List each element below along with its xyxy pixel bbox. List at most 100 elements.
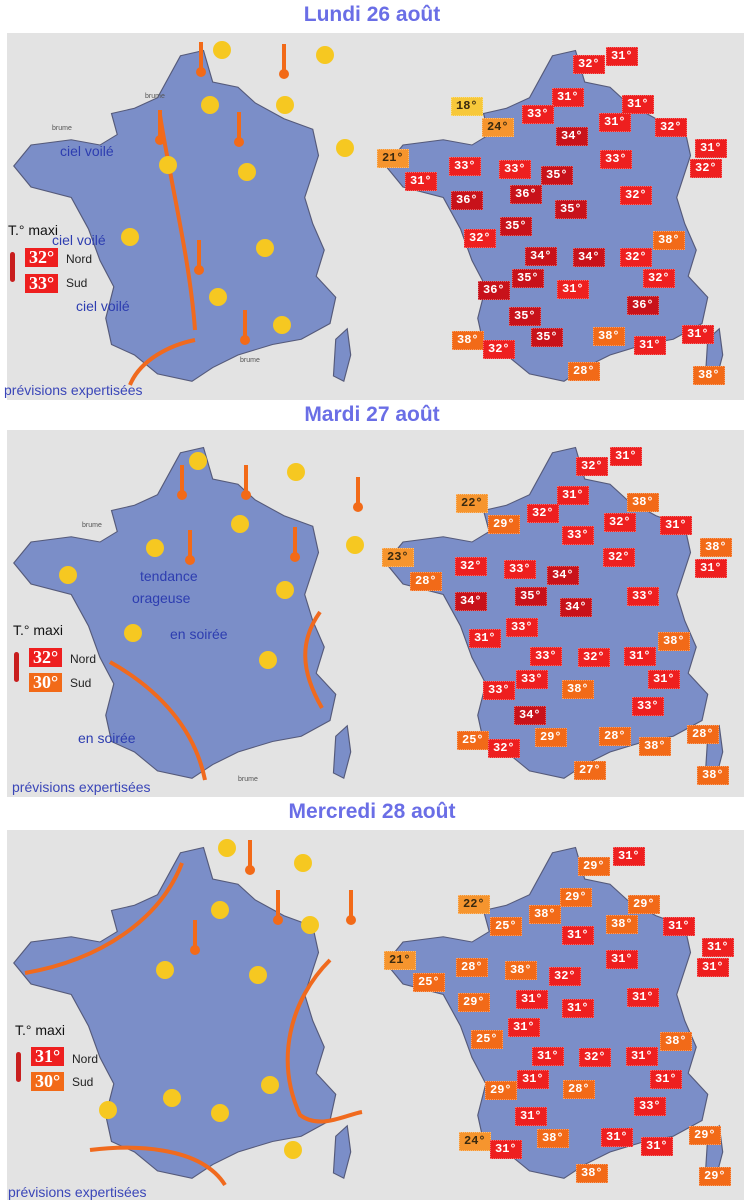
temperature-label: 27° [574, 761, 606, 780]
temperature-label: 31° [650, 1070, 682, 1089]
brume-label: brume [238, 776, 258, 783]
temperature-label: 33° [562, 526, 594, 545]
temperature-label: 31° [557, 486, 589, 505]
temperature-label: 31° [626, 1047, 658, 1066]
thermometer-icon [16, 1052, 21, 1082]
temperature-label: 24° [482, 118, 514, 137]
temperature-label: 31° [515, 1107, 547, 1126]
temperature-label: 32° [576, 457, 608, 476]
temperature-label: 29° [458, 993, 490, 1012]
temperature-label: 25° [471, 1030, 503, 1049]
temperature-label: 25° [490, 917, 522, 936]
temperature-label: 33° [499, 160, 531, 179]
temperature-label: 32° [643, 269, 675, 288]
temperature-label: 32° [573, 55, 605, 74]
legend-title-wednesday: T.° maxi [15, 1022, 65, 1038]
temperature-label: 32° [464, 229, 496, 248]
legend-north-value-tuesday: 32° [29, 648, 63, 667]
temperature-label: 38° [627, 493, 659, 512]
temperature-label: 31° [405, 172, 437, 191]
legend-south-label-tuesday: Sud [70, 676, 92, 690]
temperature-label: 32° [690, 159, 722, 178]
temperature-label: 38° [660, 1032, 692, 1051]
temperature-label: 33° [530, 647, 562, 666]
temperature-label: 31° [490, 1140, 522, 1159]
temperature-label: 33° [600, 150, 632, 169]
temperature-label: 33° [504, 560, 536, 579]
temperature-label: 31° [562, 926, 594, 945]
temperature-label: 38° [562, 680, 594, 699]
temperature-label: 31° [599, 113, 631, 132]
temperature-label: 23° [382, 548, 414, 567]
temperature-label: 35° [555, 200, 587, 219]
footer-previsions-wednesday: prévisions expertisées [8, 1184, 147, 1200]
temperature-label: 38° [576, 1164, 608, 1183]
temperature-label: 38° [653, 231, 685, 250]
legend-north-label-tuesday: Nord [70, 652, 97, 666]
temperature-label: 38° [639, 737, 671, 756]
temperature-label: 31° [624, 647, 656, 666]
temperature-label: 29° [488, 515, 520, 534]
legend-north-label-monday: Nord [66, 252, 93, 266]
temperature-label: 38° [537, 1129, 569, 1148]
temperature-label: 34° [556, 127, 588, 146]
temperature-label: 31° [552, 88, 584, 107]
temperature-label: 29° [578, 857, 610, 876]
temperature-label: 32° [620, 248, 652, 267]
temperature-label: 29° [560, 888, 592, 907]
temperature-label: 31° [627, 988, 659, 1007]
temperature-label: 31° [606, 47, 638, 66]
legend-north-label-wednesday: Nord [72, 1052, 99, 1066]
note-tendance: tendance [140, 568, 198, 584]
temperature-label: 33° [634, 1097, 666, 1116]
legend-title-monday: T.° maxi [8, 222, 58, 238]
temperature-label: 31° [682, 325, 714, 344]
legend-north-value-monday: 32° [25, 248, 59, 267]
brume-label: brume [52, 125, 72, 132]
footer-previsions-monday: prévisions expertisées [4, 382, 143, 398]
footer-previsions-tuesday: prévisions expertisées [12, 779, 151, 795]
temperature-label: 33° [627, 587, 659, 606]
note-ciel-voile-1: ciel voilé [60, 143, 114, 159]
temperature-label: 31° [601, 1128, 633, 1147]
temperature-label: 21° [384, 951, 416, 970]
legend-south-value-wednesday: 30° [31, 1072, 65, 1091]
temperature-label: 31° [557, 280, 589, 299]
temperature-label: 34° [455, 592, 487, 611]
temperature-label: 32° [620, 186, 652, 205]
temperature-label: 31° [663, 917, 695, 936]
note-ciel-voile-3: ciel voilé [76, 298, 130, 314]
temperature-label: 32° [603, 548, 635, 567]
legend-title-tuesday: T.° maxi [13, 622, 63, 638]
note-ciel-voile-2: ciel voilé [52, 232, 106, 248]
temperature-label: 31° [469, 629, 501, 648]
temperature-label: 25° [413, 973, 445, 992]
temperature-label: 38° [693, 366, 725, 385]
temperature-label: 31° [634, 336, 666, 355]
temperature-label: 36° [478, 281, 510, 300]
temperature-label: 28° [687, 725, 719, 744]
temperature-label: 31° [508, 1018, 540, 1037]
day-title-monday: Lundi 26 août [303, 3, 441, 26]
temperature-label: 31° [695, 559, 727, 578]
temperature-label: 31° [695, 139, 727, 158]
temperature-label: 38° [700, 538, 732, 557]
temperature-label: 32° [579, 1048, 611, 1067]
temperature-label: 31° [517, 1070, 549, 1089]
temperature-label: 35° [500, 217, 532, 236]
temperature-label: 31° [516, 990, 548, 1009]
brume-label: brume [82, 522, 102, 529]
temperature-label: 33° [632, 697, 664, 716]
day-title-wednesday: Mercredi 28 août [288, 800, 456, 823]
temperature-label: 34° [560, 598, 592, 617]
temperature-label: 33° [516, 670, 548, 689]
legend-south-value-monday: 33° [25, 274, 59, 293]
temperature-label: 28° [599, 727, 631, 746]
temperature-label: 31° [606, 950, 638, 969]
temperature-label: 18° [451, 97, 483, 116]
temperature-label: 34° [514, 706, 546, 725]
temperature-label: 31° [610, 447, 642, 466]
brume-label: brume [145, 93, 165, 100]
temperature-label: 29° [699, 1167, 731, 1186]
